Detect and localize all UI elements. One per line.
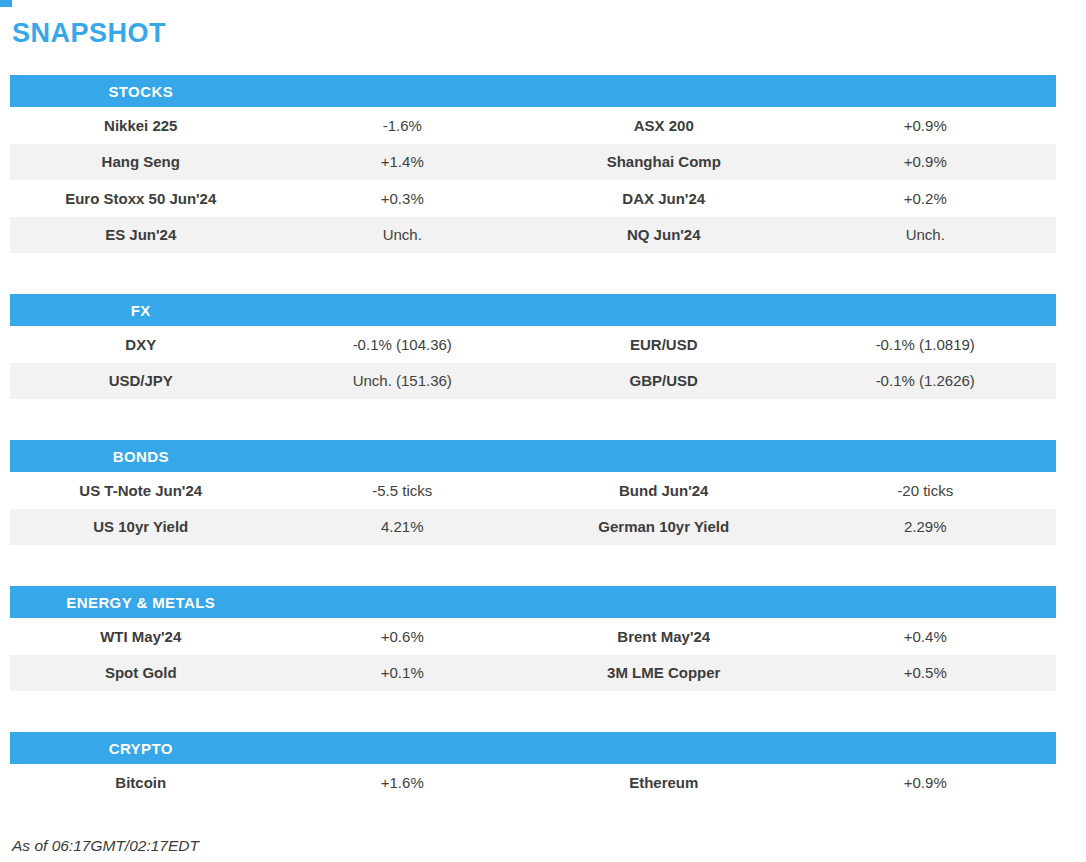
instrument-change: -0.1% (1.2626) [795,372,1057,389]
instrument-change: +1.4% [272,153,534,170]
instrument-change: Unch. [795,226,1057,243]
instrument-change: -1.6% [272,117,534,134]
table-row: Spot Gold +0.1% 3M LME Copper +0.5% [10,655,1056,692]
table-row: US 10yr Yield 4.21% German 10yr Yield 2.… [10,509,1056,546]
table-row: Hang Seng +1.4% Shanghai Comp +0.9% [10,144,1056,181]
table-row: USD/JPY Unch. (151.36) GBP/USD -0.1% (1.… [10,363,1056,400]
table-row: Euro Stoxx 50 Jun'24 +0.3% DAX Jun'24 +0… [10,180,1056,217]
instrument-name: WTI May'24 [10,628,272,645]
section-fx: FX DXY -0.1% (104.36) EUR/USD -0.1% (1.0… [10,294,1056,399]
instrument-change: +1.6% [272,774,534,791]
instrument-name: US T-Note Jun'24 [10,482,272,499]
instrument-name: ASX 200 [533,117,795,134]
instrument-change: -5.5 ticks [272,482,534,499]
instrument-name: GBP/USD [533,372,795,389]
section-energy-metals: ENERGY & METALS WTI May'24 +0.6% Brent M… [10,586,1056,691]
page-title: SNAPSHOT [12,18,1086,49]
instrument-change: +0.3% [272,190,534,207]
section-header-crypto: CRYPTO [10,732,1056,764]
instrument-name: Bund Jun'24 [533,482,795,499]
instrument-name: Shanghai Comp [533,153,795,170]
instrument-name: DXY [10,336,272,353]
instrument-name: 3M LME Copper [533,664,795,681]
instrument-change: -0.1% (1.0819) [795,336,1057,353]
section-header-energy-metals: ENERGY & METALS [10,586,1056,618]
instrument-change: -0.1% (104.36) [272,336,534,353]
instrument-name: Hang Seng [10,153,272,170]
instrument-name: Ethereum [533,774,795,791]
instrument-change: 2.29% [795,518,1057,535]
snapshot-page: SNAPSHOT STOCKS Nikkei 225 -1.6% ASX 200… [0,0,1086,862]
section-header-label: ENERGY & METALS [10,594,272,611]
instrument-name: Spot Gold [10,664,272,681]
as-of-timestamp: As of 06:17GMT/02:17EDT [12,837,1086,855]
table-row: Nikkei 225 -1.6% ASX 200 +0.9% [10,107,1056,144]
section-crypto: CRYPTO Bitcoin +1.6% Ethereum +0.9% [10,732,1056,801]
instrument-change: +0.9% [795,153,1057,170]
instrument-change: +0.5% [795,664,1057,681]
instrument-change: +0.6% [272,628,534,645]
section-header-stocks: STOCKS [10,75,1056,107]
instrument-name: ES Jun'24 [10,226,272,243]
instrument-name: US 10yr Yield [10,518,272,535]
section-stocks: STOCKS Nikkei 225 -1.6% ASX 200 +0.9% Ha… [10,75,1056,253]
table-row: US T-Note Jun'24 -5.5 ticks Bund Jun'24 … [10,472,1056,509]
markets-snapshot-table: STOCKS Nikkei 225 -1.6% ASX 200 +0.9% Ha… [10,75,1056,801]
instrument-name: Nikkei 225 [10,117,272,134]
section-header-bonds: BONDS [10,440,1056,472]
instrument-change: Unch. [272,226,534,243]
section-header-label: STOCKS [10,83,272,100]
instrument-name: Brent May'24 [533,628,795,645]
instrument-name: Euro Stoxx 50 Jun'24 [10,190,272,207]
table-row: Bitcoin +1.6% Ethereum +0.9% [10,764,1056,801]
instrument-change: Unch. (151.36) [272,372,534,389]
instrument-change: +0.1% [272,664,534,681]
instrument-name: German 10yr Yield [533,518,795,535]
section-header-fx: FX [10,294,1056,326]
instrument-change: +0.9% [795,117,1057,134]
table-row: DXY -0.1% (104.36) EUR/USD -0.1% (1.0819… [10,326,1056,363]
instrument-change: 4.21% [272,518,534,535]
table-row: ES Jun'24 Unch. NQ Jun'24 Unch. [10,217,1056,254]
corner-blue-mark [0,0,12,7]
instrument-change: -20 ticks [795,482,1057,499]
instrument-change: +0.4% [795,628,1057,645]
instrument-name: Bitcoin [10,774,272,791]
instrument-name: DAX Jun'24 [533,190,795,207]
section-header-label: FX [10,302,272,319]
instrument-name: NQ Jun'24 [533,226,795,243]
instrument-name: USD/JPY [10,372,272,389]
table-row: WTI May'24 +0.6% Brent May'24 +0.4% [10,618,1056,655]
section-header-label: BONDS [10,448,272,465]
instrument-change: +0.9% [795,774,1057,791]
section-header-label: CRYPTO [10,740,272,757]
section-bonds: BONDS US T-Note Jun'24 -5.5 ticks Bund J… [10,440,1056,545]
instrument-name: EUR/USD [533,336,795,353]
instrument-change: +0.2% [795,190,1057,207]
